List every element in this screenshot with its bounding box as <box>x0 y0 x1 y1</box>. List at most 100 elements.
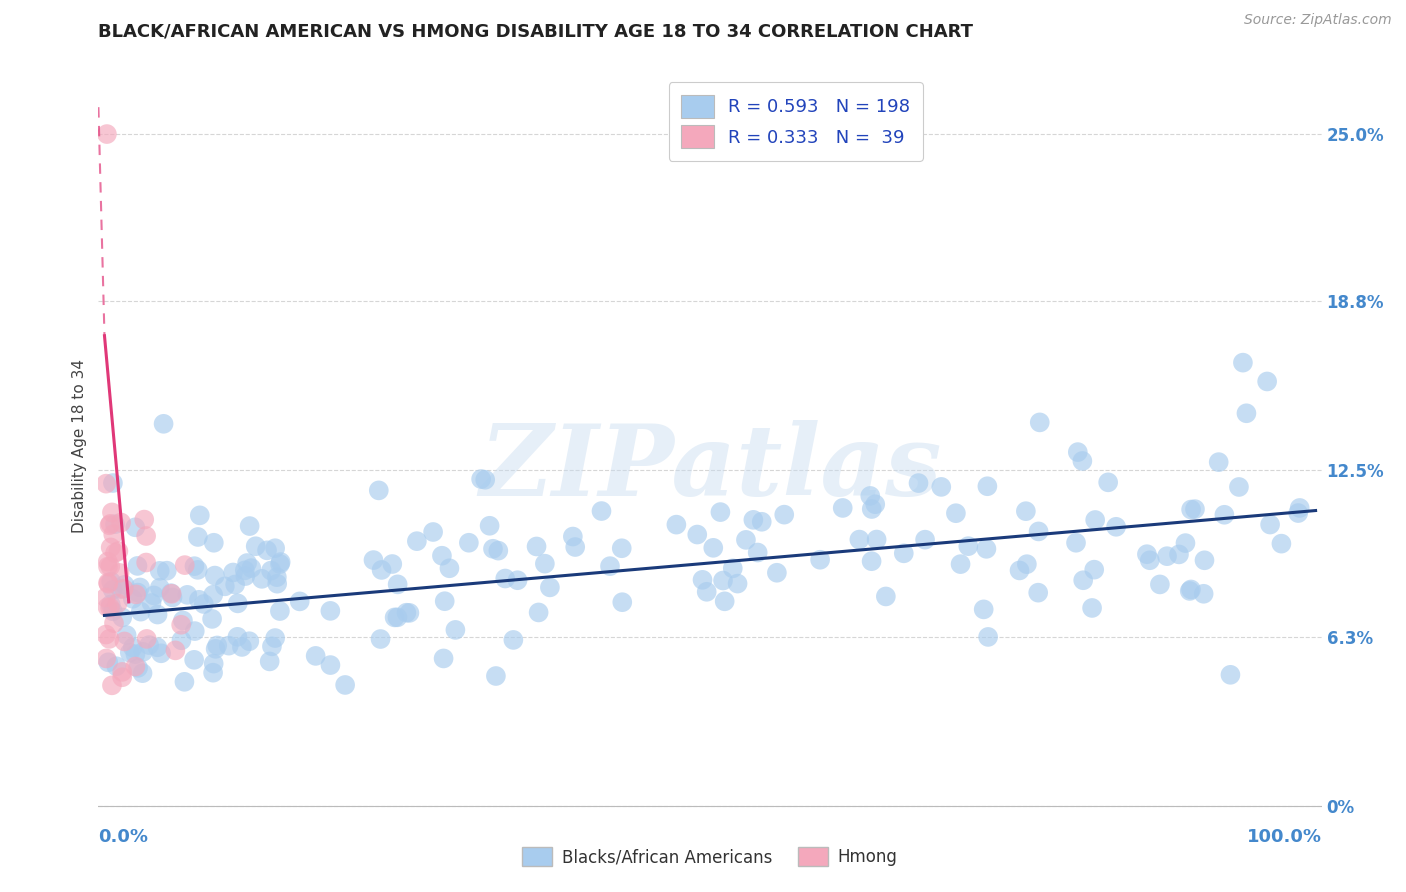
Point <box>114 578 136 592</box>
Point <box>893 546 915 560</box>
Point <box>98 632 121 646</box>
Point <box>131 666 153 681</box>
Point <box>160 587 183 601</box>
Point <box>188 592 211 607</box>
Point <box>727 576 749 591</box>
Point <box>124 520 146 534</box>
Point <box>1286 506 1309 520</box>
Point <box>865 533 887 547</box>
Point <box>860 502 883 516</box>
Point <box>97 555 120 569</box>
Point <box>848 533 870 547</box>
Point <box>1184 502 1206 516</box>
Point <box>142 589 165 603</box>
Point <box>222 566 245 580</box>
Point <box>98 559 121 574</box>
Point <box>96 127 118 141</box>
Point <box>1029 416 1052 430</box>
Point <box>387 577 409 591</box>
Point <box>945 506 967 520</box>
Point <box>170 617 193 632</box>
Point <box>100 574 122 589</box>
Point <box>172 614 194 628</box>
Point <box>115 628 138 642</box>
Point <box>534 557 557 571</box>
Point <box>395 606 418 620</box>
Point <box>239 519 262 533</box>
Point <box>269 557 291 571</box>
Point <box>127 585 149 599</box>
Point <box>591 504 613 518</box>
Point <box>1097 475 1119 490</box>
Point <box>183 559 205 574</box>
Point <box>538 580 561 594</box>
Point <box>103 527 125 541</box>
Point <box>202 535 225 549</box>
Point <box>259 654 281 668</box>
Point <box>183 653 205 667</box>
Point <box>612 595 634 609</box>
Point <box>135 632 157 646</box>
Point <box>266 576 288 591</box>
Point <box>1149 577 1171 591</box>
Point <box>1028 524 1050 539</box>
Point <box>240 561 263 575</box>
Point <box>127 661 149 675</box>
Point <box>135 556 157 570</box>
Point <box>104 517 127 532</box>
Point <box>1256 375 1278 389</box>
Point <box>266 570 288 584</box>
Point <box>319 604 342 618</box>
Point <box>160 586 183 600</box>
Point <box>721 561 744 575</box>
Point <box>1083 563 1105 577</box>
Point <box>1084 513 1107 527</box>
Point <box>100 598 122 612</box>
Point <box>94 591 117 605</box>
Point <box>146 640 169 655</box>
Point <box>860 554 883 568</box>
Point <box>305 648 328 663</box>
Point <box>1168 548 1191 562</box>
Point <box>97 655 120 669</box>
Point <box>527 606 550 620</box>
Point <box>433 594 456 608</box>
Point <box>96 651 118 665</box>
Point <box>100 541 122 555</box>
Point <box>125 587 148 601</box>
Point <box>187 563 209 577</box>
Point <box>97 559 120 574</box>
Point <box>976 541 998 556</box>
Point <box>1064 535 1087 549</box>
Point <box>474 473 496 487</box>
Point <box>231 640 253 654</box>
Point <box>236 556 259 570</box>
Point <box>233 563 256 577</box>
Point <box>101 604 124 618</box>
Point <box>1194 553 1216 567</box>
Point <box>187 530 209 544</box>
Point <box>201 612 224 626</box>
Point <box>264 541 287 556</box>
Point <box>751 515 773 529</box>
Point <box>526 540 548 554</box>
Point <box>269 604 291 618</box>
Point <box>973 602 995 616</box>
Point <box>1227 480 1250 494</box>
Point <box>1015 504 1038 518</box>
Point <box>363 553 385 567</box>
Point <box>977 630 1000 644</box>
Point <box>110 582 132 596</box>
Point <box>702 541 724 555</box>
Point <box>457 535 479 549</box>
Point <box>735 533 758 547</box>
Point <box>152 417 174 431</box>
Point <box>1008 563 1031 577</box>
Point <box>214 579 236 593</box>
Point <box>430 549 453 563</box>
Point <box>696 584 718 599</box>
Point <box>218 639 240 653</box>
Point <box>96 600 118 615</box>
Point <box>112 582 135 596</box>
Point <box>370 563 392 577</box>
